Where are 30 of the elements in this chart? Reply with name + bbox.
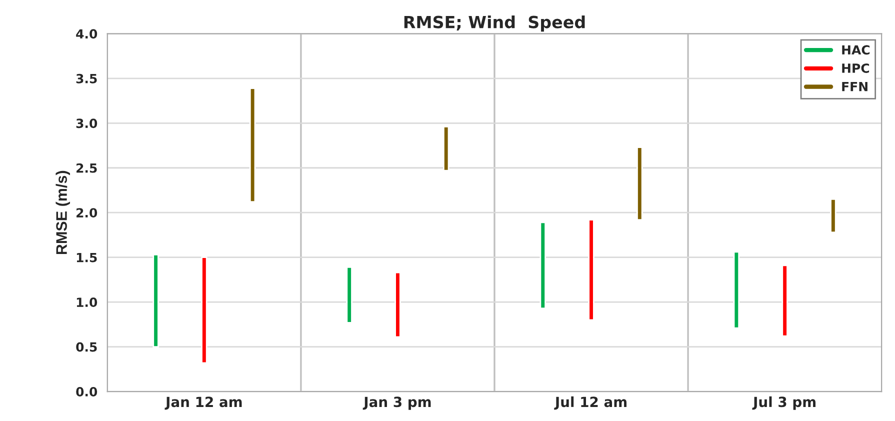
y-tick-label: 1.5 — [76, 252, 97, 262]
y-tick-label: 3.0 — [76, 118, 98, 128]
bar — [346, 266, 352, 324]
y-tick-label: 0.0 — [76, 387, 98, 396]
bar — [201, 256, 208, 364]
legend-label: FFN — [842, 82, 868, 92]
bar — [152, 254, 159, 348]
bar — [442, 126, 450, 172]
bar — [588, 219, 594, 321]
x-tick-label: Jul 3 pm — [752, 396, 816, 410]
y-tick-label: 2.0 — [76, 208, 98, 218]
x-tick-label: Jan 12 am — [164, 396, 242, 410]
bar — [249, 88, 256, 203]
bar — [394, 272, 401, 338]
y-axis-title: RMSE (m/s) — [56, 170, 70, 254]
y-tick-label: 3.5 — [76, 74, 97, 84]
y-tick-label: 2.5 — [76, 163, 97, 173]
y-tick-label: 0.5 — [76, 342, 97, 352]
chart-title: RMSE; Wind Speed — [404, 15, 585, 32]
bar — [830, 198, 836, 233]
legend-label: HPC — [842, 64, 870, 73]
x-tick-label: Jan 3 pm — [362, 396, 431, 410]
bar — [540, 222, 546, 310]
legend-label: HAC — [842, 45, 870, 55]
bar — [733, 251, 740, 329]
bar — [782, 264, 788, 337]
y-tick-label: 1.0 — [76, 298, 98, 307]
bar — [636, 146, 643, 220]
y-tick-label: 4.0 — [76, 29, 98, 39]
x-tick-label: Jul 12 am — [554, 396, 626, 410]
